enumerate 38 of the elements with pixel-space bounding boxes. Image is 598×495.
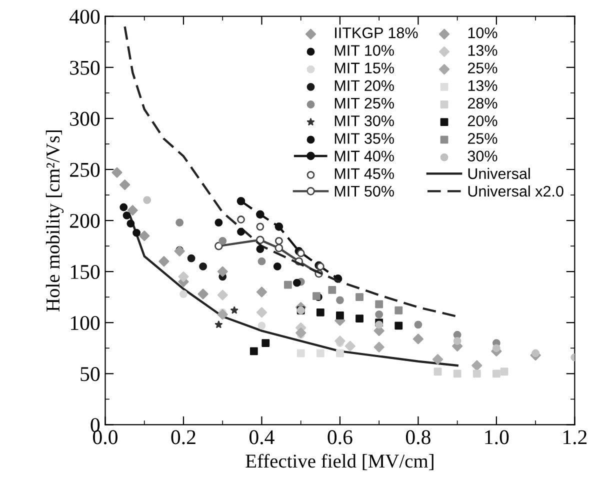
legend-label: MIT 40%: [334, 150, 394, 162]
y-tick-label: 50: [80, 367, 100, 382]
legend-label: Universal: [468, 168, 530, 180]
legend-label: 30%: [468, 150, 498, 162]
legend-label: 20%: [468, 115, 498, 126]
x-tick-label: 1.2: [563, 430, 587, 444]
x-tick-label: 0.6: [328, 430, 352, 444]
y-tick-label: 100: [70, 316, 100, 330]
legend-label: MIT 10%: [334, 45, 394, 56]
legend-label: MIT 15%: [334, 62, 394, 74]
legend-label: MIT 30%: [334, 115, 394, 126]
x-tick-label: 0.4: [250, 430, 274, 444]
legend-label: MIT 25%: [334, 98, 394, 109]
x-tick-label: 0.0: [93, 430, 118, 444]
legend-label: 13%: [468, 45, 498, 56]
y-tick-label: 350: [70, 60, 100, 75]
y-tick-label: 200: [70, 214, 100, 228]
y-tick-label: 250: [70, 162, 100, 177]
y-axis-title: Hole mobility [cm²/Vs]: [46, 130, 64, 312]
y-tick-label: 0: [90, 418, 100, 432]
legend-label: 25%: [468, 62, 498, 74]
legend-label: MIT 35%: [334, 133, 394, 144]
legend-label: 10%: [468, 27, 498, 38]
legend-label: MIT 45%: [334, 168, 394, 180]
x-tick-label: 0.2: [171, 430, 196, 444]
x-tick-label: 1.0: [485, 430, 509, 444]
legend-label: MIT 50%: [334, 186, 394, 197]
y-tick-label: 300: [70, 112, 100, 126]
y-tick-label: 400: [70, 10, 100, 24]
legend-label: 13%: [468, 80, 498, 92]
legend-label: 28%: [468, 98, 498, 109]
legend-label: MIT 20%: [334, 80, 394, 92]
legend-label: IITKGP 18%: [335, 27, 418, 38]
x-tick-label: 0.8: [406, 430, 430, 444]
legend-label: 25%: [468, 133, 498, 144]
x-axis-title: Effective field [MV/cm]: [246, 454, 434, 470]
legend-label: Universal x2.0: [468, 185, 564, 197]
y-tick-label: 150: [70, 264, 100, 280]
